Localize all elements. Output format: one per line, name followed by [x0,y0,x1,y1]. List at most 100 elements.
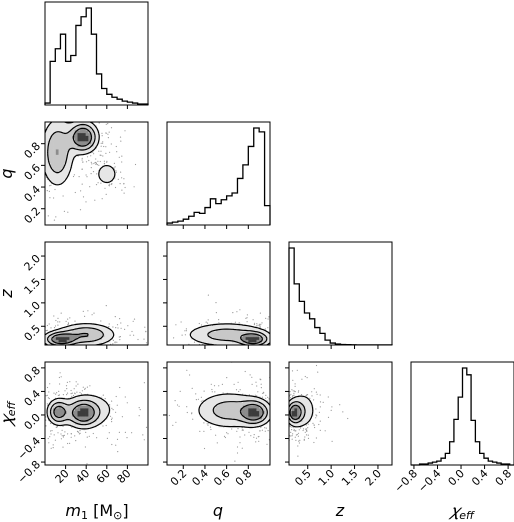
sample-point [287,419,288,420]
sample-point [133,327,134,328]
density-cell [53,122,57,126]
sample-point [84,347,85,348]
sample-point [39,153,40,154]
sample-point [282,403,283,404]
density-cell [82,146,86,150]
sample-point [256,395,258,397]
density-cell [251,405,255,409]
sample-point [248,394,250,396]
density-cell [50,170,54,174]
sample-point [278,326,279,327]
sample-point [176,363,177,364]
density-cell [66,146,70,150]
sample-point [89,119,90,120]
density-cell [82,397,86,401]
density-cell [104,170,108,174]
sample-point [234,354,235,355]
sample-point [84,388,86,390]
density-cell [226,424,230,428]
sample-point [276,336,277,337]
density-cell [74,410,78,414]
density-cell [63,416,67,420]
density-cell [240,410,244,414]
density-cell [248,405,252,409]
density-cell [248,413,252,417]
density-cell [77,122,81,126]
sample-point [43,334,44,335]
sample-point [289,394,291,396]
sample-point [188,352,189,353]
sample-point [203,447,206,450]
density-cell [104,336,108,340]
sample-point [124,431,126,433]
density-cell [218,394,222,398]
density-cell [80,135,84,139]
density-cell [47,413,51,417]
density-cell [45,143,49,147]
density-cell [63,154,67,158]
density-cell [88,323,92,327]
density-cell [80,421,84,425]
sample-point [39,160,40,161]
sample-point [82,161,84,163]
sample-point [258,435,260,438]
density-cell [85,328,89,332]
contour-line [289,404,302,421]
density-cell [58,151,62,155]
sample-point [280,344,281,345]
sample-point [80,393,82,395]
sample-point [298,440,300,442]
density-cell [61,143,65,147]
density-cell [294,424,298,428]
density-cell [82,149,86,153]
sample-point [52,355,53,356]
density-cell [93,399,97,403]
sample-point [201,347,202,348]
sample-point [220,349,221,350]
density-cell [45,154,49,158]
sample-point [43,335,44,336]
sample-point [259,349,260,350]
sample-point [245,346,246,347]
sample-point [95,184,98,186]
sample-point [137,338,139,341]
density-cell [74,135,78,139]
sample-point [265,317,267,319]
density-cell [218,402,222,406]
density-cell [72,122,76,126]
sample-point [211,391,213,393]
x-tick-label: 0.8 [493,467,514,489]
sample-point [234,321,236,323]
density-cell [199,413,203,417]
sample-point [295,434,297,436]
sample-point [201,324,203,326]
density-cell [58,181,62,185]
density-cell [55,418,59,422]
sample-point [292,395,294,397]
sample-point [121,155,123,157]
sample-point [79,346,80,347]
sample-point [243,367,244,368]
density-cell [202,334,206,338]
density-cell [242,342,246,345]
density-cell [237,336,241,340]
density-cell [69,413,73,417]
sample-point [41,131,42,132]
density-cell [251,416,255,420]
sample-point [322,401,324,403]
density-cell [289,416,293,420]
sample-point [319,429,321,431]
sample-point [56,72,57,73]
sample-point [113,162,115,164]
sample-point [274,372,275,373]
density-cell [194,328,198,332]
sample-point [330,409,332,411]
density-cell [223,408,227,412]
density-cell [261,421,265,425]
density-cell [88,135,92,139]
density-cell [74,413,78,417]
density-cell [74,127,78,131]
sample-point [259,326,261,328]
sample-point [32,361,33,362]
sample-point [47,397,50,399]
